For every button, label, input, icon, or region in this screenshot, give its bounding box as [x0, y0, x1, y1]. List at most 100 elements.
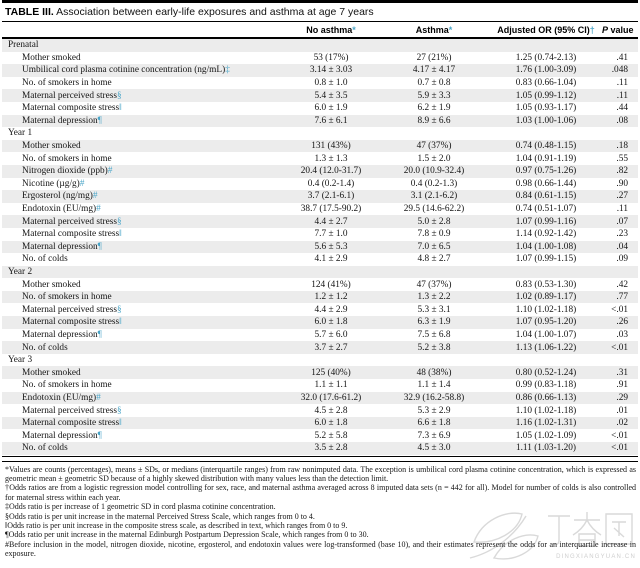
no-asthma-cell: 4.4 ± 2.9 [314, 304, 348, 315]
row-label: Mother smoked [22, 279, 81, 290]
header-no-asthma: No asthma* [284, 22, 378, 39]
table-row: Maternal depression¶ 5.2 ± 5.8 7.3 ± 6.9 1.… [2, 429, 638, 442]
row-label: Maternal composite stress‖ [22, 418, 122, 429]
header-adjusted-or-label: Adjusted OR (95% CI) [497, 25, 590, 35]
p-value-cell: .07 [616, 216, 628, 227]
section-row: Year 2 [2, 265, 638, 279]
no-asthma-cell: 32.0 (17.6-61.2) [300, 392, 362, 403]
table-row: Maternal perceived stress§ 4.4 ± 2.7 5.0 ±… [2, 215, 638, 228]
p-value-cell: .44 [616, 103, 628, 114]
row-label: Maternal perceived stress§ [22, 216, 122, 227]
no-asthma-cell: 3.7 ± 2.7 [314, 342, 348, 353]
asthma-cell: 5.3 ± 3.1 [417, 304, 451, 315]
p-value-cell: .04 [616, 241, 628, 252]
row-label: Nicotine (µg/g)# [22, 178, 85, 189]
footnote-marker: ‡ [5, 502, 9, 512]
asthma-cell: 7.3 ± 6.9 [417, 430, 451, 441]
table-row: No. of colds 3.7 ± 2.7 5.2 ± 3.8 1.13 (1.06… [2, 341, 638, 354]
row-label: No. of smokers in home [22, 380, 112, 391]
row-label: Endotoxin (EU/mg)# [22, 204, 101, 215]
footnote: §Odds ratio is per unit increase in the … [5, 511, 315, 521]
asthma-cell: 27 (21%) [416, 52, 452, 63]
table-row: No. of colds 3.5 ± 2.8 4.5 ± 3.0 1.11 (1.03… [2, 442, 638, 455]
table-body: Prenatal Mother smoked 53 (17%) 27 (21%) 1.2… [2, 38, 638, 455]
header-p-value-label: value [608, 25, 634, 35]
no-asthma-cell: 38.7 (17.5-90.2) [300, 204, 362, 215]
p-value-cell: .11 [616, 78, 628, 89]
header-asthma: Asthma* [378, 22, 490, 39]
section-header: Prenatal [8, 40, 39, 51]
footnote-symbol: # [96, 392, 101, 403]
footnote-symbol: § [117, 90, 122, 101]
table-row: Mother smoked 131 (43%) 47 (37%) 0.74 (0.48… [2, 139, 638, 153]
p-value-cell: .18 [616, 141, 628, 152]
row-label: Maternal depression¶ [22, 329, 102, 340]
row-label: No. of smokers in home [22, 153, 112, 164]
section-row: Year 3 [2, 354, 638, 367]
asthma-cell: 4.5 ± 3.0 [417, 443, 451, 454]
adjusted-or-cell: 1.04 (0.91-1.19) [515, 153, 577, 164]
no-asthma-cell: 53 (17%) [313, 52, 349, 63]
table-row: Endotoxin (EU/mg)# 38.7 (17.5-90.2) 29.5 (… [2, 203, 638, 216]
asthma-cell: 7.5 ± 6.8 [417, 329, 451, 340]
adjusted-or-cell: 1.07 (0.95-1.20) [515, 317, 577, 328]
row-label: Maternal perceived stress§ [22, 304, 122, 315]
adjusted-or-cell: 1.07 (0.99-1.16) [515, 216, 577, 227]
row-label: No. of smokers in home [22, 78, 112, 89]
p-value-cell: .11 [616, 204, 628, 215]
p-value-cell: .03 [616, 329, 628, 340]
table-row: No. of colds 4.1 ± 2.9 4.8 ± 2.7 1.07 (0.99… [2, 253, 638, 266]
p-value-cell: .29 [616, 392, 628, 403]
table-bottom-double-rule [2, 455, 638, 462]
row-label: Maternal composite stress‖ [22, 103, 122, 114]
table-row: Nitrogen dioxide (ppb)# 20.4 (12.0-31.7) 2… [2, 164, 638, 178]
p-value-cell: .82 [616, 166, 628, 177]
p-value-cell: .42 [616, 279, 628, 290]
adjusted-or-cell: 1.14 (0.92-1.42) [515, 229, 577, 240]
adjusted-or-cell: 1.10 (1.02-1.18) [515, 405, 577, 416]
adjusted-or-cell: 0.84 (0.61-1.15) [515, 191, 577, 202]
footnote-symbol: § [117, 304, 122, 315]
row-label: Endotoxin (EU/mg)# [22, 392, 101, 403]
adjusted-or-cell: 0.97 (0.75-1.26) [515, 166, 577, 177]
table-header-row: No asthma* Asthma* Adjusted OR (95% CI)†… [2, 22, 638, 39]
p-value-cell: .26 [616, 317, 628, 328]
row-label: Ergosterol (ng/mg)# [22, 191, 98, 202]
table-row: Maternal composite stress‖ 6.0 ± 1.8 6.6 ±… [2, 416, 638, 430]
p-value-cell: .01 [616, 405, 628, 416]
no-asthma-cell: 4.4 ± 2.7 [314, 216, 348, 227]
table-caption: Association between early-life exposures… [53, 6, 374, 18]
footnote-marker: * [5, 464, 9, 474]
asthma-cell: 1.1 ± 1.4 [417, 380, 451, 391]
row-label: Umbilical cord plasma cotinine concentra… [22, 65, 230, 76]
adjusted-or-cell: 0.98 (0.66-1.44) [515, 178, 577, 189]
header-adjusted-or: Adjusted OR (95% CI)† [490, 22, 602, 39]
footnote-symbol: ‖ [119, 418, 122, 429]
adjusted-or-cell: 1.05 (0.93-1.17) [515, 103, 577, 114]
adjusted-or-cell: 0.86 (0.66-1.13) [515, 392, 577, 403]
adjusted-or-cell: 1.10 (1.02-1.18) [515, 304, 577, 315]
footnote-symbol: ¶ [97, 115, 102, 126]
header-no-asthma-symbol: * [352, 25, 356, 35]
table-row: Endotoxin (EU/mg)# 32.0 (17.6-61.2) 32.9 (… [2, 391, 638, 405]
no-asthma-cell: 5.2 ± 5.8 [314, 430, 348, 441]
table-row: Mother smoked 53 (17%) 27 (21%) 1.25 (0.74-… [2, 52, 638, 65]
no-asthma-cell: 3.14 ± 3.03 [309, 65, 353, 76]
p-value-cell: .02 [616, 418, 628, 429]
no-asthma-cell: 20.4 (12.0-31.7) [300, 166, 362, 177]
footnote-symbol: # [92, 191, 98, 202]
table-row: Nicotine (µg/g)# 0.4 (0.2-1.4) 0.4 (0.2-1.… [2, 178, 638, 191]
footnote: *Values are counts (percentages), means … [5, 464, 636, 483]
footnote-symbol: # [107, 166, 113, 177]
table-top-rule [2, 0, 638, 3]
asthma-cell: 48 (38%) [416, 367, 452, 378]
no-asthma-cell: 131 (43%) [311, 141, 351, 152]
no-asthma-cell: 6.0 ± 1.9 [314, 103, 348, 114]
no-asthma-cell: 5.4 ± 3.5 [314, 90, 348, 101]
section-row: Year 1 [2, 127, 638, 140]
footnote: ¶Odds ratio per unit increase in the mat… [5, 530, 369, 540]
row-label: No. of smokers in home [22, 292, 112, 303]
section-header: Year 3 [8, 355, 33, 366]
table-number: TABLE III. [5, 6, 54, 18]
